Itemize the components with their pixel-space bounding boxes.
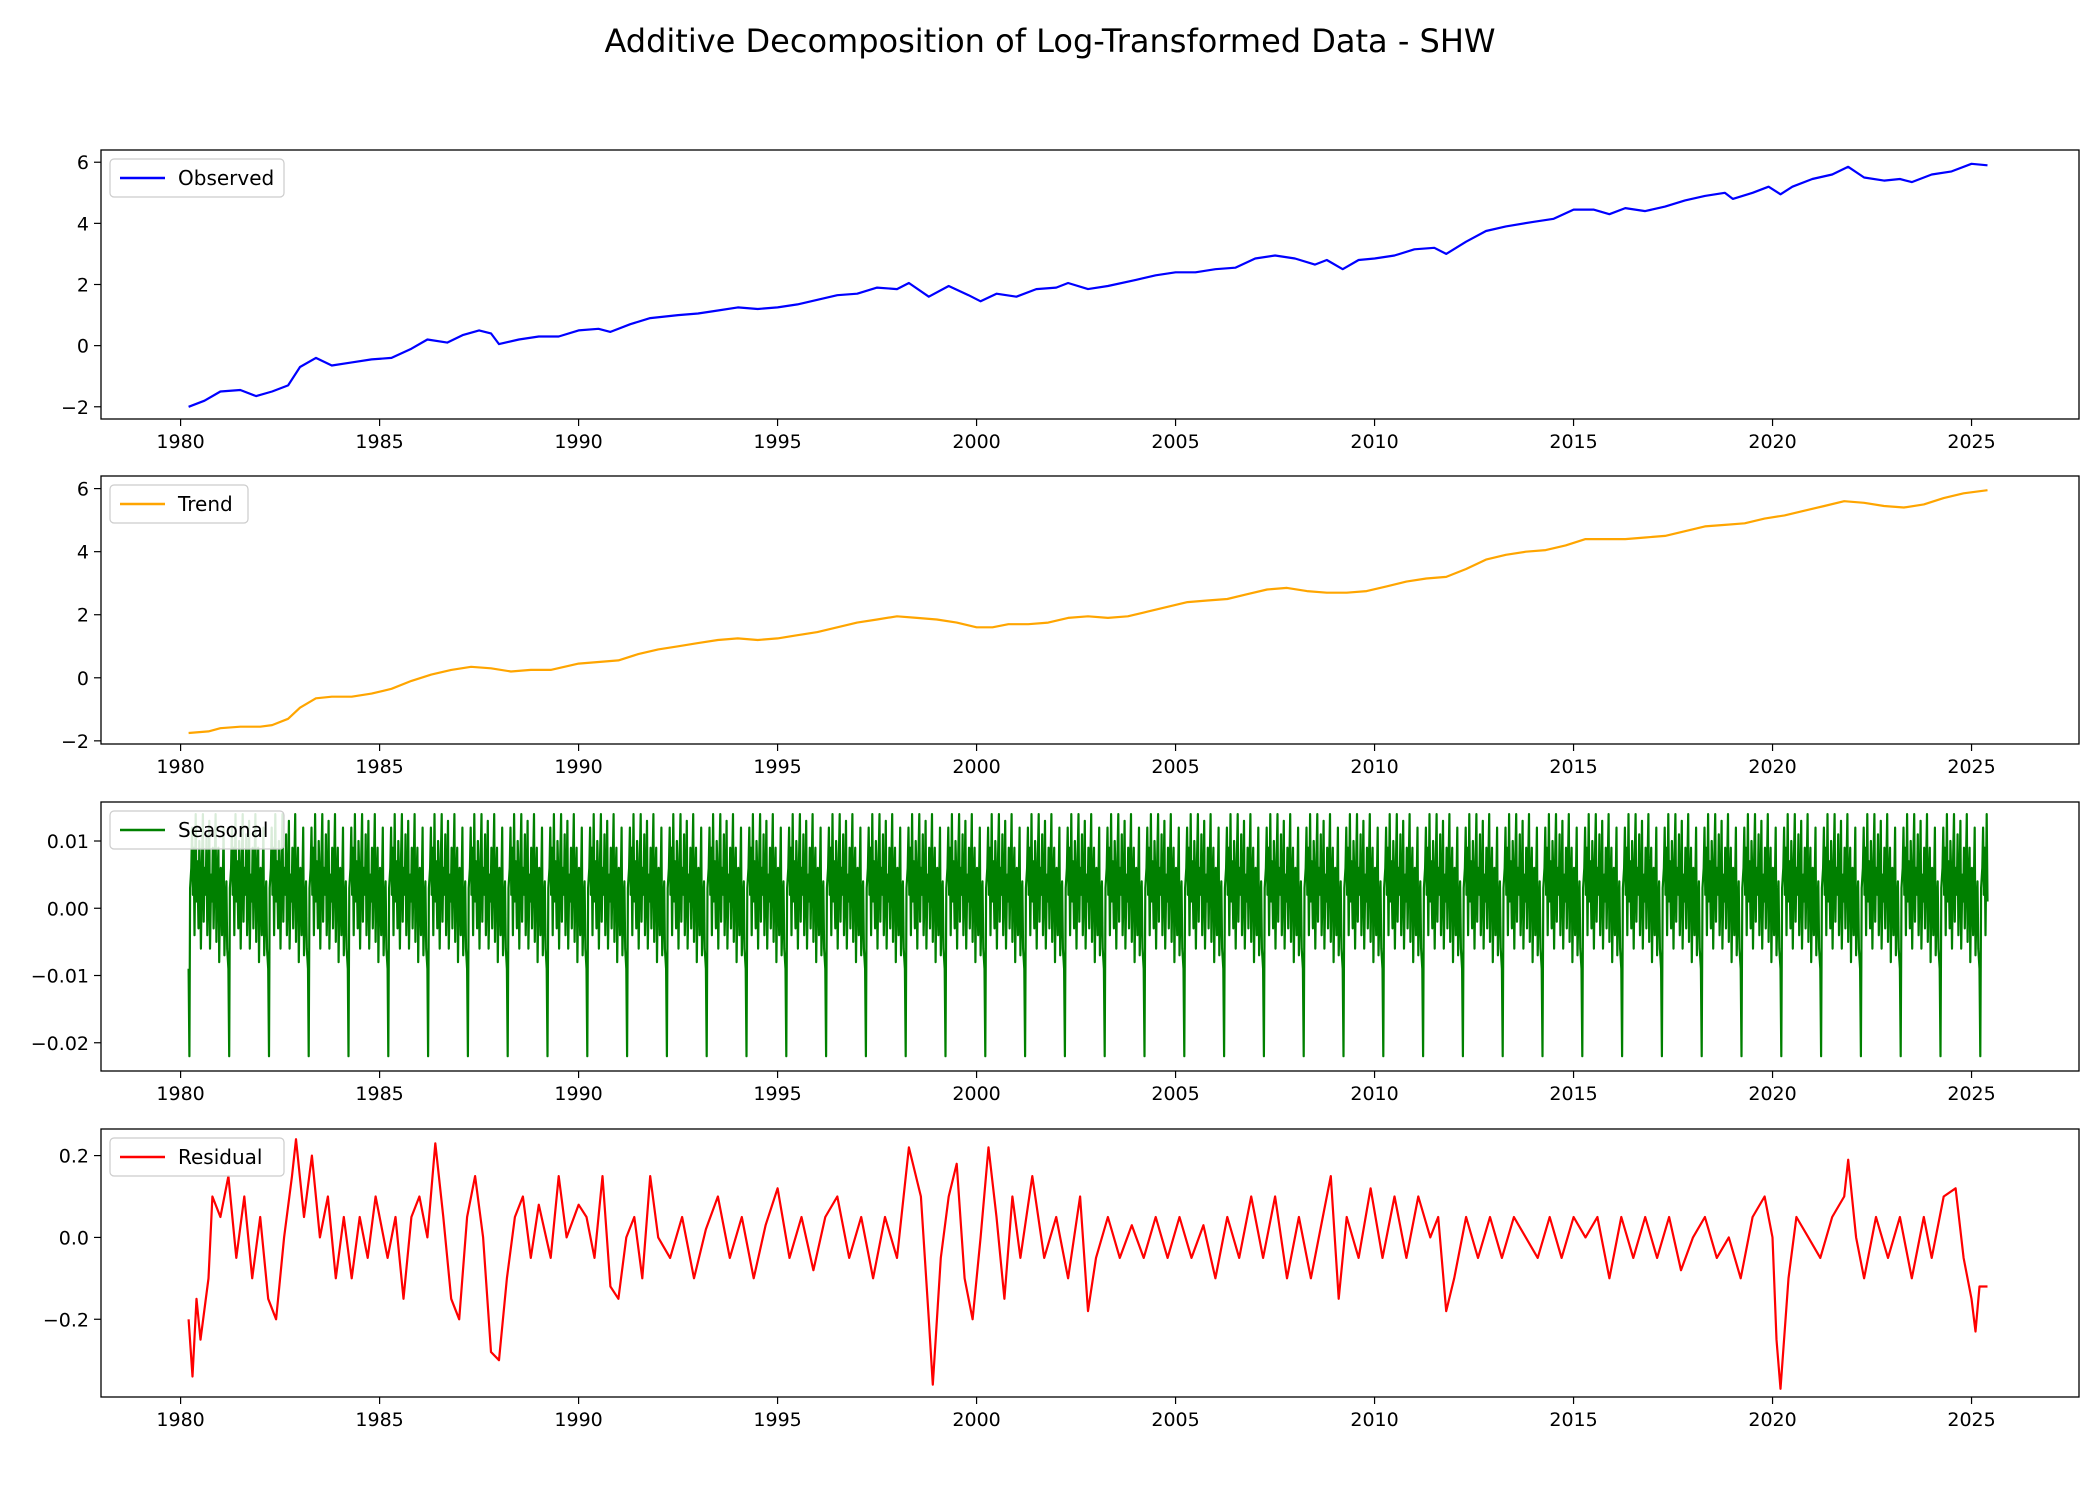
seasonal-x-tick-label: 2010 <box>1350 1083 1398 1105</box>
observed-y-tick-label: 4 <box>77 213 89 235</box>
residual-y-tick-label: −0.2 <box>43 1309 89 1331</box>
seasonal-series-line <box>187 812 1989 1058</box>
residual-x-tick-label: 2010 <box>1350 1409 1398 1431</box>
observed-axes-frame <box>100 149 2080 420</box>
trend-series-line <box>188 489 1988 735</box>
residual-y-tick-label: 0.2 <box>59 1146 89 1168</box>
observed-x-tick-label: 2010 <box>1350 431 1398 453</box>
trend-x-tick-label: 2025 <box>1947 756 1995 778</box>
seasonal-y-tick-label: −0.02 <box>31 1033 89 1055</box>
seasonal-x-tick-label: 1995 <box>753 1083 801 1105</box>
trend-legend: Trend <box>109 484 249 524</box>
residual-x-tick-label: 2015 <box>1549 1409 1597 1431</box>
seasonal-x-tick-label: 1990 <box>554 1083 602 1105</box>
seasonal-axes-frame <box>100 801 2080 1072</box>
observed-x-tick-label: 1980 <box>156 431 204 453</box>
trend-axes-frame <box>100 475 2080 745</box>
observed-series-line <box>188 162 1988 408</box>
trend-x-tick-label: 1990 <box>554 756 602 778</box>
seasonal-legend: Seasonal <box>109 810 285 850</box>
trend-x-tick-label: 2000 <box>952 756 1000 778</box>
residual-panel: 1980 1985 1990 1995 2000 2005 2010 2015 2020 2025… <box>43 1128 2080 1431</box>
observed-y-tick-label: 6 <box>77 152 89 174</box>
trend-x-tick-label: 1980 <box>156 756 204 778</box>
residual-x-tick-label: 2020 <box>1748 1409 1796 1431</box>
observed-y-tick-label: 2 <box>77 275 89 297</box>
observed-y-tick-label: 0 <box>77 336 89 358</box>
residual-legend: Residual <box>109 1137 285 1177</box>
seasonal-x-tick-label: 2025 <box>1947 1083 1995 1105</box>
observed-x-tick-label: 1995 <box>753 431 801 453</box>
observed-x-tick-label: 1990 <box>554 431 602 453</box>
trend-y-tick-label: 0 <box>77 668 89 690</box>
observed-y-tick-label: −2 <box>61 397 89 419</box>
trend-x-tick-label: 2010 <box>1350 756 1398 778</box>
observed-x-tick-label: 2005 <box>1151 431 1199 453</box>
observed-x-tick-label: 1985 <box>355 431 403 453</box>
seasonal-x-tick-label: 1980 <box>156 1083 204 1105</box>
observed-x-tick-label: 2000 <box>952 431 1000 453</box>
residual-x-tick-label: 1995 <box>753 1409 801 1431</box>
seasonal-legend-label: Seasonal <box>178 818 268 842</box>
seasonal-y-tick-label: 0.01 <box>47 831 89 853</box>
seasonal-y-tick-label: 0.00 <box>47 898 89 920</box>
residual-x-tick-label: 1985 <box>355 1409 403 1431</box>
seasonal-x-tick-label: 2015 <box>1549 1083 1597 1105</box>
trend-y-tick-label: 6 <box>77 479 89 501</box>
residual-x-tick-label: 2025 <box>1947 1409 1995 1431</box>
observed-x-tick-label: 2020 <box>1748 431 1796 453</box>
trend-x-tick-label: 1985 <box>355 756 403 778</box>
trend-y-tick-label: 4 <box>77 542 89 564</box>
seasonal-x-tick-label: 1985 <box>355 1083 403 1105</box>
observed-panel: 1980 1985 1990 1995 2000 2005 2010 2015 2020 2025… <box>61 149 2080 453</box>
observed-legend: Observed <box>109 158 285 198</box>
trend-y-tick-label: −2 <box>61 731 89 753</box>
trend-y-tick-label: 2 <box>77 605 89 627</box>
trend-legend-label: Trend <box>177 492 233 516</box>
residual-x-tick-label: 1980 <box>156 1409 204 1431</box>
residual-y-tick-label: 0.0 <box>59 1227 89 1249</box>
seasonal-panel: 1980 1985 1990 1995 2000 2005 2010 2015 2020 2025… <box>31 801 2080 1105</box>
trend-x-tick-label: 2005 <box>1151 756 1199 778</box>
residual-axes-frame <box>100 1128 2080 1398</box>
trend-x-tick-label: 2015 <box>1549 756 1597 778</box>
seasonal-y-tick-label: −0.01 <box>31 966 89 988</box>
observed-x-tick-label: 2015 <box>1549 431 1597 453</box>
residual-x-tick-label: 2000 <box>952 1409 1000 1431</box>
observed-legend-label: Observed <box>178 166 274 190</box>
figure-title: Additive Decomposition of Log-Transforme… <box>604 22 1496 60</box>
residual-series-line <box>187 1138 1988 1390</box>
trend-panel: 1980 1985 1990 1995 2000 2005 2010 2015 2020 2025… <box>61 475 2080 778</box>
trend-x-tick-label: 2020 <box>1748 756 1796 778</box>
seasonal-x-tick-label: 2005 <box>1151 1083 1199 1105</box>
residual-x-tick-label: 2005 <box>1151 1409 1199 1431</box>
seasonal-x-tick-label: 2000 <box>952 1083 1000 1105</box>
residual-x-tick-label: 1990 <box>554 1409 602 1431</box>
residual-legend-label: Residual <box>178 1145 262 1169</box>
seasonal-x-tick-label: 2020 <box>1748 1083 1796 1105</box>
trend-x-tick-label: 1995 <box>753 756 801 778</box>
observed-x-tick-label: 2025 <box>1947 431 1995 453</box>
